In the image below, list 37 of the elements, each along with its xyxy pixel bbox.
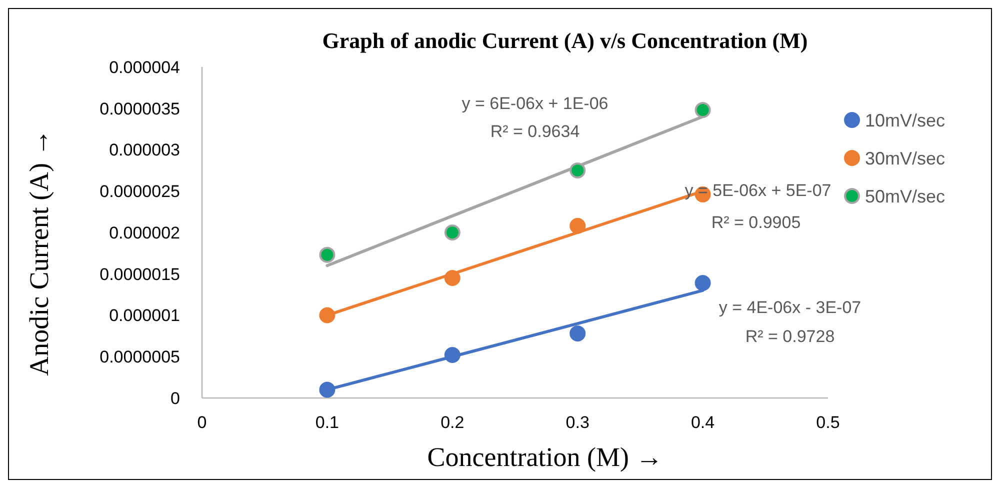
x-tick-label: 0.4 — [690, 413, 715, 432]
legend-label: 50mV/sec — [865, 186, 946, 206]
x-tick-label: 0.2 — [440, 413, 464, 432]
point — [319, 382, 336, 398]
point — [694, 274, 711, 291]
y-tick-label: 0.0000015 — [100, 264, 180, 284]
point — [570, 162, 586, 178]
y-tick-label: 0.000002 — [109, 223, 180, 242]
point — [444, 346, 460, 363]
point — [319, 307, 336, 324]
legend-label: 10mV/sec — [865, 110, 946, 130]
point — [319, 246, 336, 263]
annotation: y = 6E-06x + 1E-06 — [462, 94, 608, 113]
point — [694, 102, 711, 118]
point — [444, 224, 460, 240]
chart-title: Graph of anodic Current (A) v/s Concentration (M) — [322, 28, 808, 53]
y-tick-label: 0.000001 — [109, 306, 180, 326]
annotation: y = 4E-06x - 3E-07 — [718, 298, 862, 317]
y-tick-label: 0.0000035 — [100, 99, 180, 118]
y-tick-label: 0.0000005 — [100, 348, 180, 367]
y-tick-label: 0 — [170, 388, 180, 408]
x-tick-label: 0.5 — [816, 413, 840, 432]
legend-label: 30mV/sec — [865, 148, 946, 168]
x-tick-label: 0 — [197, 413, 207, 432]
y-tick-label: 0.000004 — [109, 58, 180, 77]
point — [444, 270, 460, 286]
x-tick-label: 0.1 — [315, 413, 340, 432]
y-tick-label: 0.0000025 — [100, 182, 180, 202]
annotation: R² = 0.9634 — [490, 122, 580, 141]
annotation: R² = 0.9905 — [711, 212, 801, 232]
x-axis-title: Concentration (M) → — [427, 442, 663, 472]
y-tick-label: 0.000003 — [109, 140, 180, 160]
annotation: R² = 0.9728 — [745, 326, 835, 346]
point — [570, 218, 586, 234]
x-tick-label: 0.3 — [566, 413, 590, 432]
point — [570, 325, 586, 342]
y-axis-title: Anodic Current (A) → — [24, 129, 54, 376]
